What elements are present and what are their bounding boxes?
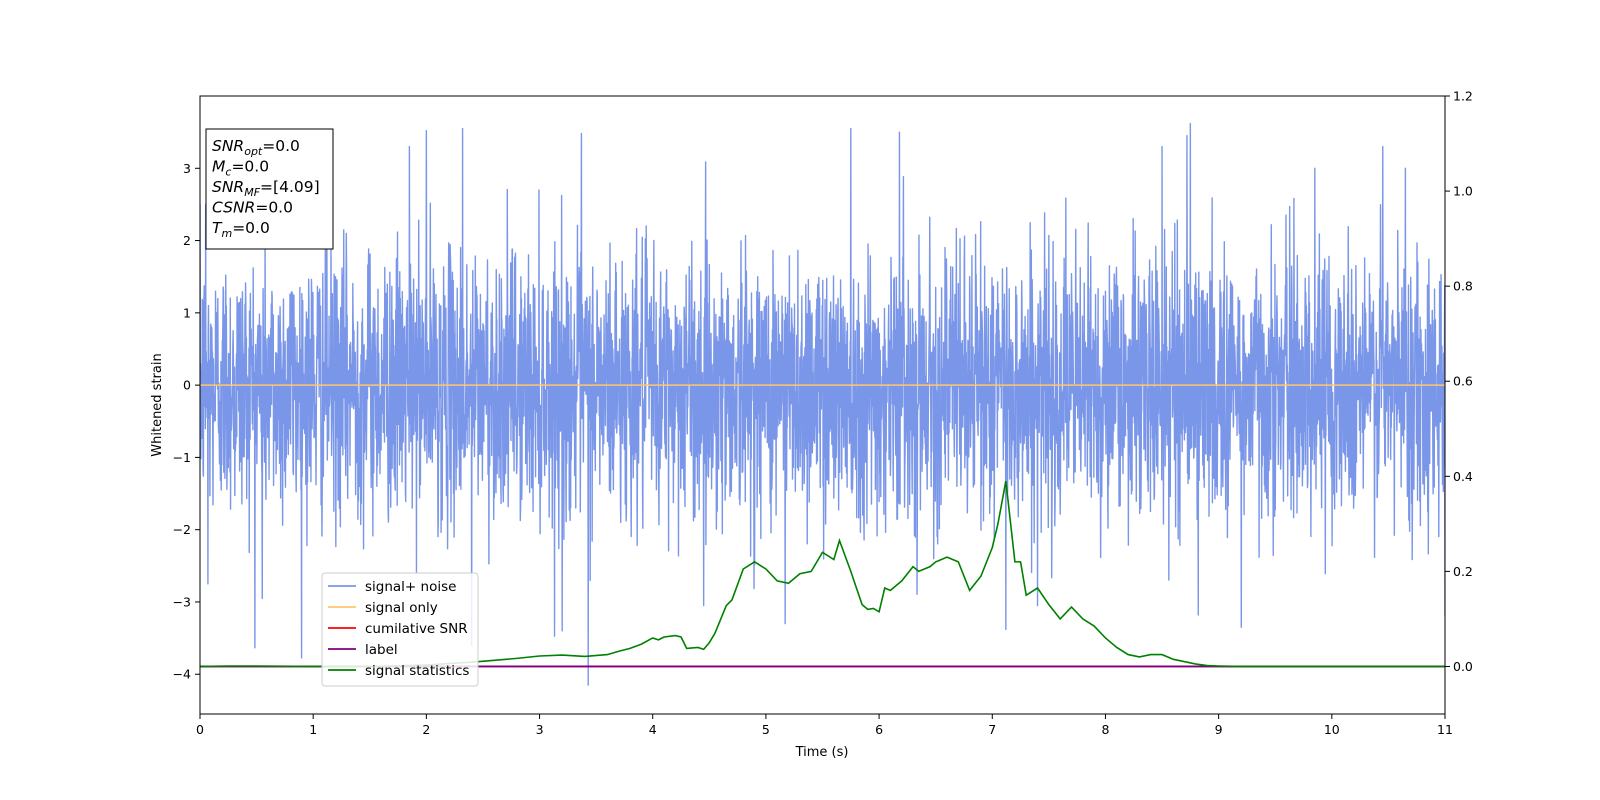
x-tick-label: 9 — [1215, 722, 1223, 737]
x-tick-label: 7 — [988, 722, 996, 737]
series-signal-statistics — [200, 480, 1445, 668]
legend-label: signal statistics — [365, 663, 469, 679]
y2-tick-label: 0.4 — [1453, 469, 1473, 484]
y-tick-label: −3 — [173, 594, 191, 609]
info-line: CSNR=0.0 — [212, 199, 293, 217]
legend: signal+ noise signal only cumilative SNR la… — [321, 572, 479, 687]
y2-tick-label: 0.2 — [1453, 564, 1473, 579]
x-tick-label: 6 — [875, 722, 883, 737]
x-tick-label: 1 — [309, 722, 317, 737]
y2-tick-label: 0.0 — [1453, 659, 1473, 674]
legend-label: signal only — [365, 600, 438, 616]
y2-tick-label: 0.6 — [1453, 374, 1473, 389]
y2-tick-label: 0.8 — [1453, 279, 1473, 294]
y-axis-left: −4 −3 −2 −1 0 1 2 3 — [173, 161, 200, 682]
x-tick-label: 5 — [762, 722, 770, 737]
info-line: SNRMF=[4.09] — [212, 178, 320, 199]
legend-label: cumilative SNR — [365, 621, 468, 637]
x-axis-label: Time (s) — [795, 745, 849, 760]
y-tick-label: 2 — [183, 233, 191, 248]
info-line: Mc=0.0 — [212, 158, 269, 179]
y-tick-label: −2 — [173, 522, 191, 537]
x-tick-label: 10 — [1324, 722, 1340, 737]
legend-label: label — [365, 642, 398, 658]
x-tick-label: 11 — [1437, 722, 1453, 737]
x-tick-label: 8 — [1101, 722, 1109, 737]
y-tick-label: 1 — [183, 305, 191, 320]
info-line: SNRopt=0.0 — [212, 137, 300, 158]
x-tick-label: 3 — [536, 722, 544, 737]
x-tick-label: 0 — [196, 722, 204, 737]
y-tick-label: −1 — [173, 450, 191, 465]
x-tick-label: 2 — [422, 722, 430, 737]
x-tick-label: 4 — [649, 722, 657, 737]
y-tick-label: −4 — [173, 667, 191, 682]
legend-frame — [321, 572, 479, 687]
y2-tick-label: 1.2 — [1453, 89, 1473, 104]
info-line: Tm=0.0 — [212, 219, 270, 240]
y2-tick-label: 1.0 — [1453, 184, 1473, 199]
y-axis-label: Whitened strain — [150, 353, 165, 456]
x-axis: 0 1 2 3 4 5 6 7 8 9 10 11 — [196, 714, 1453, 737]
plot-frame — [199, 95, 1446, 715]
y-tick-label: 3 — [183, 161, 191, 176]
info-box-frame — [205, 128, 334, 250]
legend-label: signal+ noise — [365, 579, 456, 595]
y-tick-label: 0 — [183, 378, 191, 393]
y-axis-right: 0.0 0.2 0.4 0.6 0.8 1.0 1.2 — [1445, 89, 1473, 674]
